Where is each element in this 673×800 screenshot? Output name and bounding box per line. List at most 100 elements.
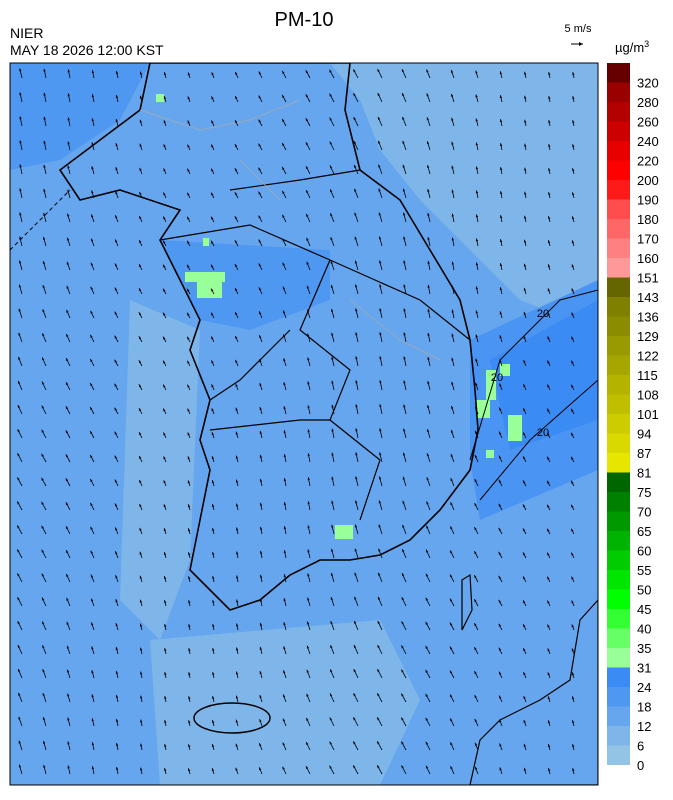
wind-arrow-head xyxy=(379,452,382,456)
colorbar-label: 35 xyxy=(637,641,651,656)
wind-arrow-head xyxy=(331,452,334,456)
wind-arrow-head xyxy=(307,573,310,577)
colorbar-label: 50 xyxy=(637,583,651,598)
wind-arrow-head xyxy=(330,237,333,241)
wind-arrow-head xyxy=(523,263,527,267)
wind-arrow-head xyxy=(139,264,142,268)
wind-arrow-head xyxy=(41,405,45,409)
wind-arrow-head xyxy=(450,550,453,554)
wind-arrow-head xyxy=(211,144,214,148)
wind-arrow-head xyxy=(355,476,358,480)
wind-arrow-head xyxy=(18,740,21,744)
wind-arrow-head xyxy=(449,598,453,602)
wind-arrow-head xyxy=(307,357,310,361)
wind-arrow-head xyxy=(90,550,93,554)
wind-arrow-head xyxy=(234,240,238,244)
wind-arrow-head xyxy=(187,336,190,340)
wind-arrow-head xyxy=(403,308,406,312)
wind-arrow-head xyxy=(450,526,453,530)
wind-arrow-head xyxy=(330,261,333,264)
wind-arrow-head xyxy=(571,600,574,604)
colorbar-segment xyxy=(607,160,630,180)
wind-arrow-head xyxy=(401,765,404,769)
wind-arrow-head xyxy=(306,645,310,649)
wind-arrow-head xyxy=(235,407,238,411)
coastline xyxy=(58,63,479,611)
wind-arrow-head xyxy=(306,309,310,313)
wind-arrow-head xyxy=(139,479,142,483)
wind-arrow-head xyxy=(499,143,503,147)
wind-arrow-head xyxy=(330,284,334,288)
wind-arrow-head xyxy=(354,524,358,528)
wind-arrow-head xyxy=(475,430,478,434)
wind-arrow-head xyxy=(138,288,142,292)
wind-arrow-head xyxy=(259,743,262,747)
wind-arrow-head xyxy=(115,623,118,627)
wind-arrow-head xyxy=(42,669,45,673)
wind-arrow-head xyxy=(572,768,575,772)
wind-arrow-head xyxy=(19,140,22,144)
wind-arrow-head xyxy=(524,191,527,195)
wind-arrow-head xyxy=(115,647,118,650)
wind-arrow-head xyxy=(403,380,406,384)
wind-arrow-head xyxy=(523,287,527,291)
wind-arrow-head xyxy=(163,432,166,436)
colorbar-label: 75 xyxy=(637,485,651,500)
colorbar-segment xyxy=(607,258,630,278)
wind-arrow-head xyxy=(212,527,215,531)
wind-arrow-head xyxy=(331,428,334,432)
wind-arrow-head xyxy=(187,456,190,460)
wind-arrow-head xyxy=(234,144,238,148)
wind-arrow-head xyxy=(236,551,239,555)
contour-label: 20 xyxy=(491,372,503,384)
wind-arrow-head xyxy=(164,600,167,603)
wind-arrow-head xyxy=(163,552,167,556)
wind-arrow-head xyxy=(163,408,166,412)
wind-arrow-head xyxy=(548,768,551,772)
wind-arrow-head xyxy=(306,669,309,673)
wind-arrow-head xyxy=(377,717,380,721)
wind-arrow-head xyxy=(547,240,551,244)
wind-arrow-head xyxy=(67,213,70,217)
wind-arrow-head xyxy=(139,119,142,123)
wind-arrow-head xyxy=(187,312,190,316)
wind-arrow-head xyxy=(90,334,93,338)
wind-arrow-head xyxy=(43,764,46,768)
wind-arrow-head xyxy=(378,212,381,216)
wind-arrow-head xyxy=(235,503,239,507)
colorbar-label: 12 xyxy=(637,719,651,734)
wind-arrow-head xyxy=(18,668,21,672)
wind-arrow-head xyxy=(547,552,550,556)
wind-arrow-head xyxy=(402,140,405,144)
wind-arrow-head xyxy=(425,645,428,649)
wind-arrow-head xyxy=(306,693,309,697)
colorbar-label: 70 xyxy=(637,505,651,520)
wind-arrow-head xyxy=(403,260,406,264)
province-border xyxy=(159,224,381,521)
wind-arrow-head xyxy=(354,188,357,192)
wind-arrow-head xyxy=(163,456,166,460)
wind-arrow-head xyxy=(283,646,286,650)
wind-arrow-head xyxy=(450,429,454,433)
wind-arrow-head xyxy=(90,526,93,530)
wind-arrow-head xyxy=(499,71,503,75)
wind-arrow-head xyxy=(65,478,69,482)
wind-arrow-head xyxy=(212,599,215,603)
wind-arrow-head xyxy=(403,356,406,360)
wind-arrow-head xyxy=(18,308,21,312)
wind-arrow-head xyxy=(90,478,93,482)
wind-arrow-head xyxy=(353,69,356,73)
wind-arrow-head xyxy=(378,524,381,528)
wind-arrow-head xyxy=(307,525,310,529)
wind-arrow-head xyxy=(67,69,70,73)
colorbar-segment xyxy=(607,414,630,434)
wind-arrow-head xyxy=(65,526,69,530)
wind-arrow-head xyxy=(523,311,526,315)
wind-arrow-head xyxy=(329,93,332,97)
colorbar-label: 65 xyxy=(637,524,651,539)
wind-arrow-head xyxy=(475,142,479,146)
wind-arrow-head xyxy=(282,166,285,170)
wind-arrow-head xyxy=(163,384,166,388)
wind-arrow-head xyxy=(282,70,285,74)
wind-arrow-head xyxy=(164,624,167,627)
